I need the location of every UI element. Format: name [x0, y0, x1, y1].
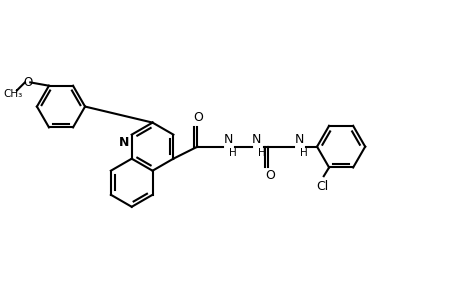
- Text: Cl: Cl: [316, 179, 328, 193]
- Text: O: O: [193, 111, 202, 124]
- Text: O: O: [265, 169, 274, 182]
- Text: O: O: [23, 76, 32, 89]
- Text: N: N: [119, 136, 129, 149]
- Text: N: N: [252, 133, 261, 146]
- Text: H: H: [228, 148, 236, 158]
- Text: N: N: [294, 133, 303, 146]
- Text: H: H: [257, 148, 265, 158]
- Text: H: H: [299, 148, 307, 158]
- Text: CH₃: CH₃: [3, 89, 22, 99]
- Text: N: N: [223, 133, 232, 146]
